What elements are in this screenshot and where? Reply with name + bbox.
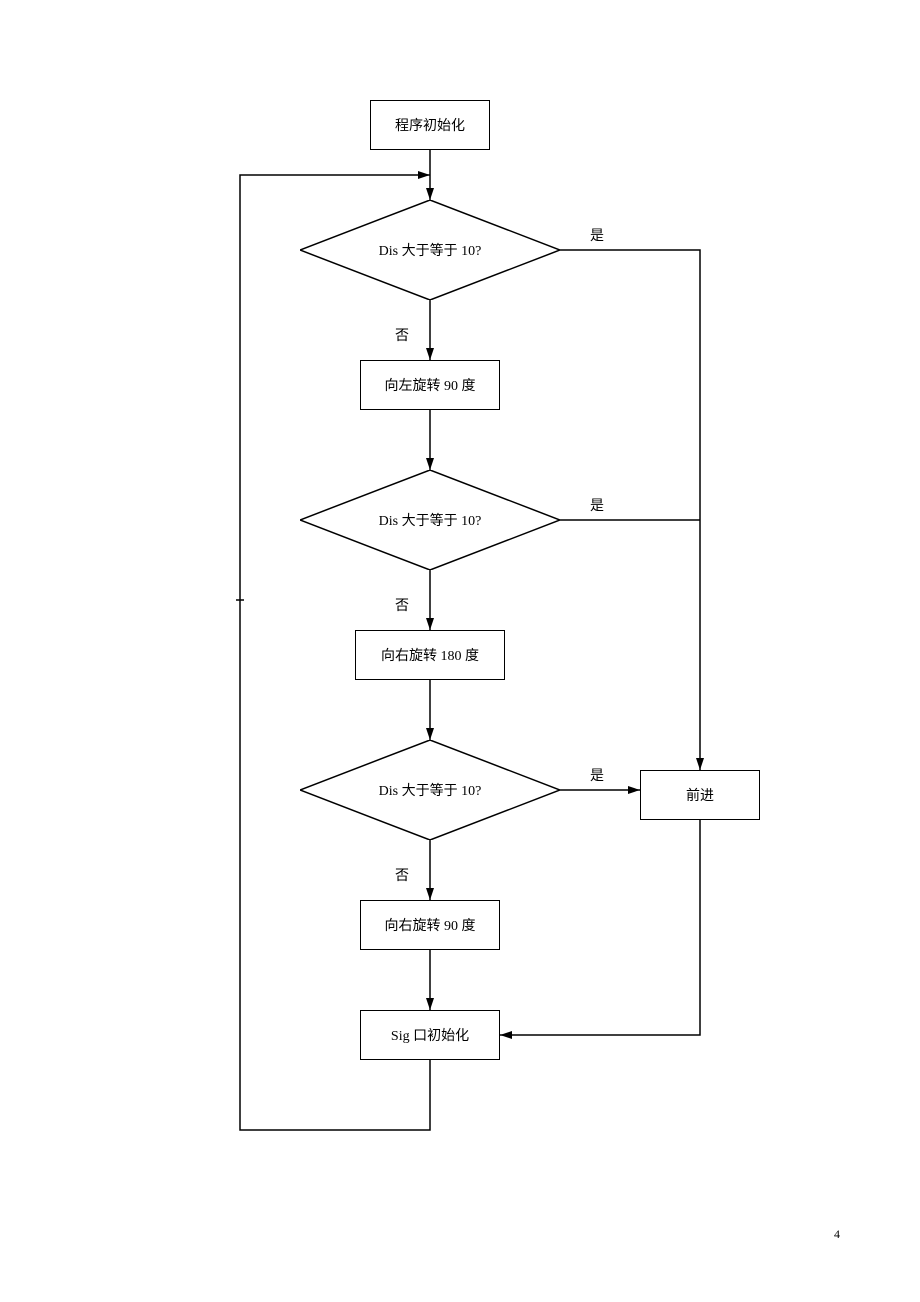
node-start-label: 程序初始化 (395, 115, 465, 135)
node-forward-label: 前进 (686, 785, 714, 805)
node-p1: 向左旋转 90 度 (360, 360, 500, 410)
edge-label-d2_yes: 是 (590, 495, 604, 515)
node-d1: Dis 大于等于 10? (300, 200, 560, 300)
node-d1-label: Dis 大于等于 10? (379, 240, 482, 260)
node-forward: 前进 (640, 770, 760, 820)
node-d2-label: Dis 大于等于 10? (379, 510, 482, 530)
node-p3: 向右旋转 90 度 (360, 900, 500, 950)
node-d3-label: Dis 大于等于 10? (379, 780, 482, 800)
node-sig-label: Sig 口初始化 (391, 1025, 469, 1045)
node-p2-label: 向右旋转 180 度 (381, 645, 479, 665)
edge-label-d2_no: 否 (395, 595, 409, 615)
edge-label-d3_no: 否 (395, 865, 409, 885)
node-start: 程序初始化 (370, 100, 490, 150)
edge-e_d1_fwd (560, 250, 700, 770)
node-d2: Dis 大于等于 10? (300, 470, 560, 570)
node-sig: Sig 口初始化 (360, 1010, 500, 1060)
node-p1-label: 向左旋转 90 度 (385, 375, 476, 395)
node-d3: Dis 大于等于 10? (300, 740, 560, 840)
page-number: 4 (834, 1227, 840, 1242)
edge-label-d1_no: 否 (395, 325, 409, 345)
node-p2: 向右旋转 180 度 (355, 630, 505, 680)
edge-label-d3_yes: 是 (590, 765, 604, 785)
node-p3-label: 向右旋转 90 度 (385, 915, 476, 935)
edge-label-d1_yes: 是 (590, 225, 604, 245)
edge-e_fwd_sig (500, 820, 700, 1035)
flowchart-canvas: 程序初始化 Dis 大于等于 10? 向左旋转 90 度 Dis 大于等于 10? 向右… (0, 0, 920, 1302)
